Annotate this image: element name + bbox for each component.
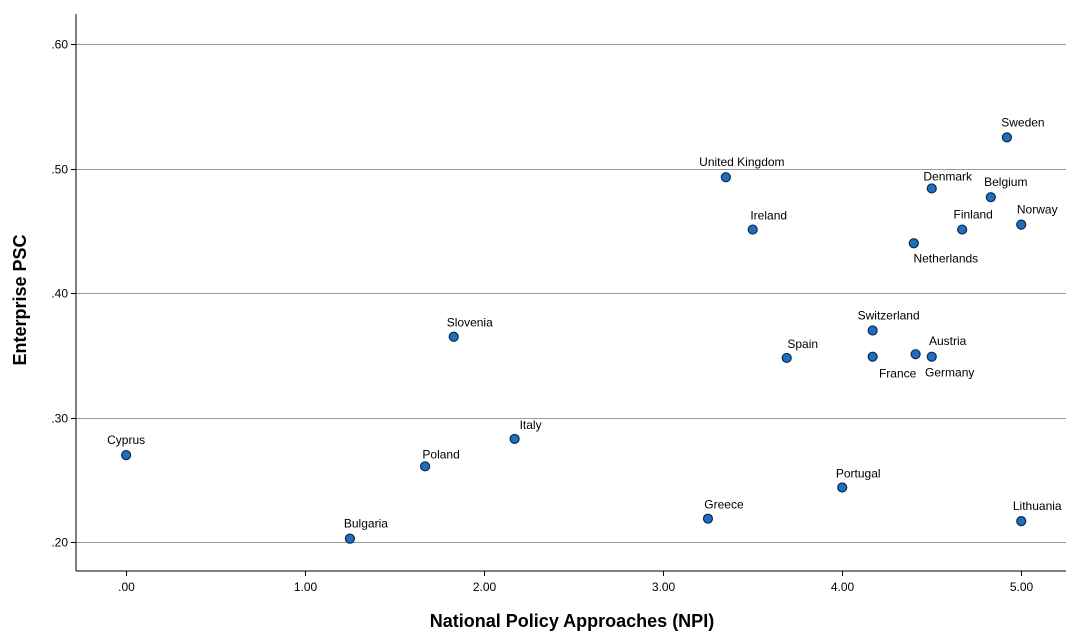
- point-label: Austria: [929, 334, 967, 348]
- point-labels: Cyprus Bulgaria Poland Slovenia Italy Greece U…: [107, 115, 1062, 530]
- point-label: Denmark: [923, 169, 973, 183]
- data-point: [509, 433, 520, 445]
- data-point: [1016, 516, 1027, 527]
- data-point: [910, 349, 921, 360]
- x-tick-label: .00: [118, 580, 135, 594]
- point-label: Sweden: [1001, 115, 1044, 129]
- data-point: [747, 224, 758, 235]
- data-points: [121, 132, 1027, 544]
- data-point: [781, 352, 792, 364]
- point-label: Finland: [953, 208, 992, 222]
- point-label: Greece: [704, 498, 744, 512]
- point-label: Switzerland: [858, 309, 920, 323]
- data-point: [702, 513, 714, 524]
- data-point: [957, 224, 968, 235]
- data-point: [344, 533, 356, 544]
- point-label: Poland: [422, 447, 459, 461]
- point-label: Netherlands: [913, 251, 978, 265]
- y-tick-label: .60: [51, 38, 68, 52]
- data-point: [926, 183, 937, 194]
- point-label: United Kingdom: [699, 155, 784, 169]
- data-point: [867, 351, 878, 362]
- x-tick-labels: .00 1.00 2.00 3.00 4.00 5.00: [118, 571, 1034, 594]
- data-point: [1016, 219, 1027, 230]
- y-tick-label: .20: [51, 536, 68, 550]
- point-label: Spain: [787, 337, 818, 351]
- point-label: Lithuania: [1013, 499, 1062, 513]
- point-label: Slovenia: [447, 316, 493, 330]
- y-tick-label: .50: [51, 163, 68, 177]
- data-point: [448, 331, 459, 342]
- data-point: [908, 238, 919, 249]
- y-tick-labels: .20 .30 .40 .50 .60: [51, 38, 76, 550]
- data-point: [926, 351, 937, 362]
- data-point: [720, 172, 731, 183]
- data-point: [419, 461, 431, 472]
- point-label: Cyprus: [107, 433, 145, 447]
- data-point: [867, 325, 878, 336]
- point-label: Portugal: [836, 467, 881, 481]
- x-tick-label: 1.00: [294, 580, 318, 594]
- data-point: [121, 450, 132, 461]
- point-label: Bulgaria: [344, 517, 388, 531]
- y-axis-title: Enterprise PSC: [10, 234, 30, 365]
- x-tick-label: 4.00: [831, 580, 855, 594]
- x-tick-label: 5.00: [1010, 580, 1034, 594]
- y-tick-label: .30: [51, 412, 68, 426]
- x-axis-title: National Policy Approaches (NPI): [430, 611, 714, 631]
- data-point: [837, 482, 848, 493]
- y-tick-label: .40: [51, 287, 68, 301]
- point-label: Ireland: [750, 209, 787, 223]
- data-point: [985, 192, 996, 203]
- point-label: Belgium: [984, 175, 1027, 189]
- gridlines: [76, 44, 1066, 543]
- point-label: Germany: [925, 366, 974, 380]
- point-label: Italy: [520, 418, 542, 432]
- x-tick-label: 2.00: [473, 580, 497, 594]
- x-tick-label: 3.00: [652, 580, 676, 594]
- point-label: Norway: [1017, 203, 1058, 217]
- point-label: France: [879, 367, 917, 381]
- data-point: [1001, 132, 1013, 143]
